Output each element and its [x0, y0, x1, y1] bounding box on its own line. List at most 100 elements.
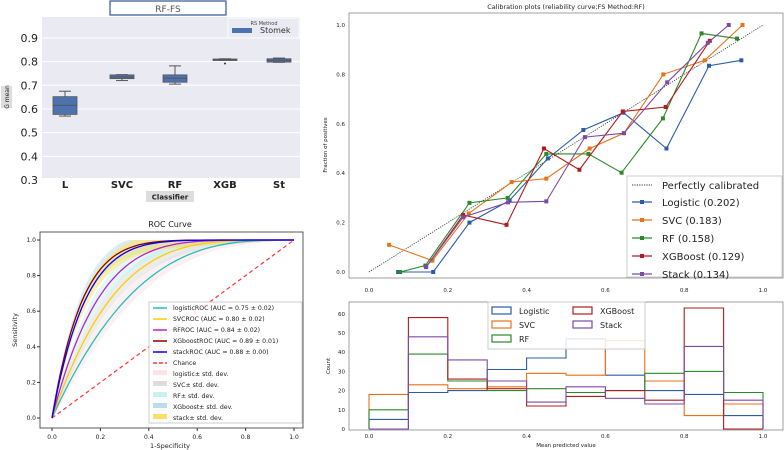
series-marker — [707, 63, 712, 68]
legend — [148, 301, 303, 424]
legend-label: Logistic (0.202) — [662, 198, 740, 209]
legend-label: Perfectly calibrated — [662, 181, 759, 192]
y-tick-label: 0.4 — [26, 344, 36, 351]
legend-label: RF± std. dev. — [173, 393, 214, 400]
legend-swatch — [153, 370, 167, 375]
title-box — [109, 0, 227, 16]
x-axis-label: 1-Specificity — [150, 442, 190, 450]
series-marker — [660, 116, 665, 121]
box-L — [52, 90, 78, 117]
series-marker — [461, 212, 466, 217]
legend-label: logisticROC (AUC = 0.75 ± 0.02) — [173, 305, 274, 312]
x-tick-label: 1.0 — [759, 434, 768, 440]
legend-swatch — [232, 28, 252, 33]
legend-label: Chance — [173, 360, 196, 367]
x-tick-label: 0.8 — [241, 434, 251, 441]
calibration-series — [424, 38, 712, 270]
y-tick-label: 0.6 — [336, 122, 345, 128]
x-tick-label: RF — [168, 180, 183, 191]
legend-label: SVCROC (AUC = 0.80 ± 0.02) — [173, 316, 265, 323]
series-marker — [398, 270, 403, 274]
legend-label: XGboost± std. dev. — [173, 404, 233, 411]
y-tick-label: 1.0 — [336, 23, 345, 29]
calibration-series — [398, 31, 739, 274]
legend-swatch — [572, 320, 593, 329]
histogram-step — [368, 340, 764, 429]
roc-curve — [51, 239, 294, 419]
series-marker — [431, 270, 436, 274]
plot-area — [42, 17, 300, 178]
legend-label: Stack — [600, 321, 623, 330]
box-St — [266, 57, 292, 63]
legend-label: stack± std. dev. — [173, 415, 223, 422]
y-tick-label: 0.8 — [21, 56, 39, 69]
y-tick-label: 20 — [338, 389, 345, 395]
roc-curve — [51, 239, 294, 419]
series-marker — [466, 211, 471, 216]
series-marker — [582, 135, 587, 140]
legend-marker — [640, 254, 644, 258]
x-tick-label: 0.0 — [47, 434, 57, 441]
y-tick-label: 10 — [338, 408, 345, 414]
y-axis-label: Sensitivity — [11, 313, 19, 347]
series-marker — [661, 72, 666, 77]
roc-panel: ROC Curve 0.0 0.0 0.2 0.2 0.4 0.4 0.6 0.6 0.8 0.8 1… — [11, 220, 304, 450]
y-tick-label: 60 — [338, 312, 345, 318]
x-tick-label: 0.8 — [680, 434, 689, 440]
perfect-calibration-line — [368, 24, 764, 273]
x-tick-label: 1.0 — [759, 288, 768, 294]
series-marker — [467, 200, 472, 205]
series-marker — [699, 31, 704, 36]
y-tick-label: 0.4 — [21, 150, 39, 163]
y-tick-label: 0.6 — [21, 103, 39, 116]
series-marker — [586, 151, 591, 156]
legend-title: RS Method — [251, 21, 278, 27]
series-marker — [509, 180, 514, 185]
box-SVC — [109, 74, 135, 82]
y-tick-label: 0.8 — [26, 273, 36, 280]
legend-swatch — [491, 334, 512, 343]
legend-swatch — [153, 381, 167, 386]
y-tick-label: 0.2 — [336, 221, 345, 227]
legend-marker — [640, 200, 644, 204]
x-tick-label: 0.4 — [144, 434, 154, 441]
legend-label: SVC (0.183) — [662, 216, 722, 227]
roc-curve — [51, 239, 294, 419]
x-tick-label: 1.0 — [289, 434, 299, 441]
x-tick-label: 0.8 — [680, 288, 689, 294]
series-marker — [545, 156, 550, 161]
legend-label: XGBoost (0.129) — [662, 252, 745, 263]
legend-swatch — [491, 306, 512, 315]
legend — [487, 301, 646, 350]
series-marker — [577, 167, 582, 172]
calibration-panel: Calibration plots (reliability curve;FS … — [323, 3, 784, 294]
series-marker — [739, 58, 744, 63]
box-RF — [162, 65, 188, 85]
series-marker — [544, 151, 549, 156]
xlabel-bg — [146, 191, 194, 202]
std-band — [52, 240, 294, 418]
series-marker — [505, 195, 510, 200]
legend-label: SVC — [519, 321, 536, 330]
series-marker — [544, 199, 549, 204]
series-marker — [665, 80, 670, 85]
legend-swatch — [572, 306, 593, 315]
legend-label: Logistic — [519, 307, 549, 316]
legend — [626, 175, 783, 278]
legend-label: RFROC (AUC = 0.84 ± 0.02) — [173, 327, 260, 334]
legend-marker — [640, 272, 644, 276]
y-tick-label: 40 — [338, 350, 345, 356]
roc-title: ROC Curve — [148, 220, 192, 229]
series-marker — [467, 220, 472, 225]
y-tick-label: 0 — [342, 427, 346, 433]
series-marker — [387, 242, 392, 247]
series-marker — [541, 146, 546, 151]
x-tick-label: 0.6 — [601, 288, 610, 294]
series-line — [398, 59, 742, 273]
series-marker — [664, 146, 669, 151]
legend-label: XGBoost — [600, 307, 634, 316]
histogram-step — [369, 336, 764, 430]
ylabel-bg — [1, 86, 12, 108]
y-tick-label: 0.3 — [21, 174, 39, 187]
